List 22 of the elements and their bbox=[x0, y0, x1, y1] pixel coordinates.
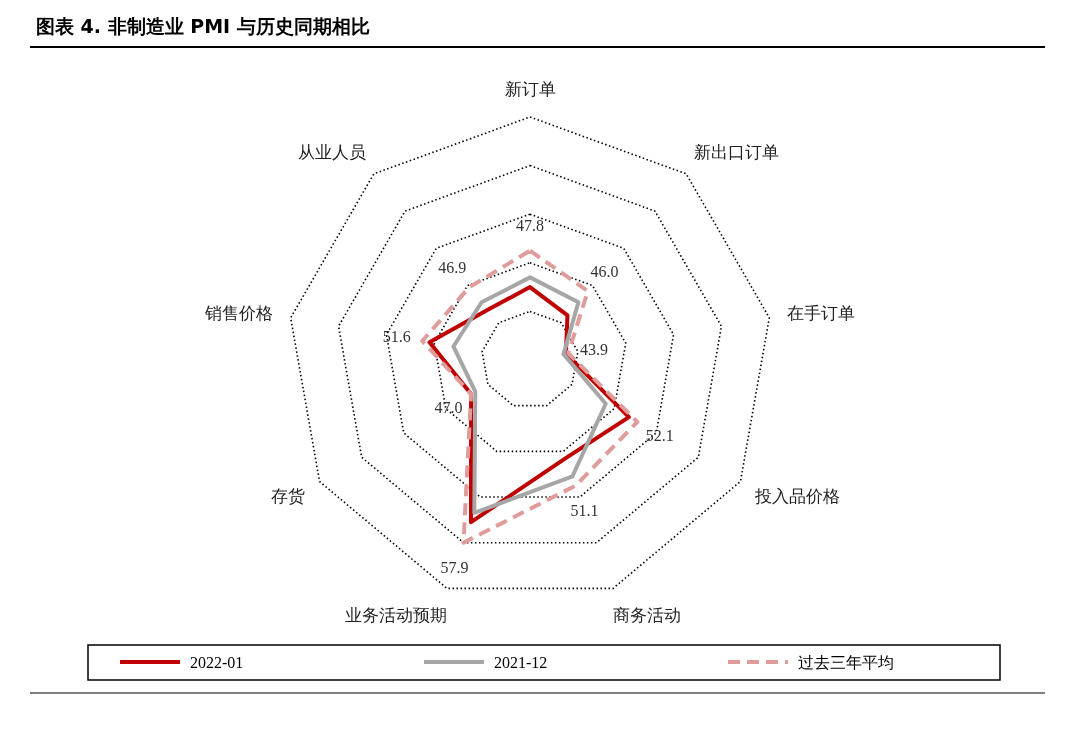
text: 51.1 bbox=[570, 502, 599, 520]
spoke-label: 业务活动预期 bbox=[345, 605, 448, 625]
text: 46.9 bbox=[438, 259, 467, 277]
spoke-label: 新出口订单 bbox=[694, 143, 780, 163]
legend-label: 2021-12 bbox=[494, 654, 548, 671]
spoke-label: 从业人员 bbox=[297, 143, 366, 163]
spoke-label: 销售价格 bbox=[204, 303, 274, 323]
spoke-label: 在手订单 bbox=[786, 303, 855, 323]
text: 52.1 bbox=[645, 426, 674, 444]
text: 47.8 bbox=[516, 216, 544, 234]
text: 47.0 bbox=[434, 399, 463, 417]
legend-label: 2022-01 bbox=[190, 654, 244, 671]
text: 57.9 bbox=[440, 559, 469, 577]
spoke-label: 新订单 bbox=[504, 80, 556, 99]
text: 51.6 bbox=[382, 328, 411, 346]
chart-title: 图表 4. 非制造业 PMI 与历史同期相比 bbox=[36, 15, 370, 37]
text: 43.9 bbox=[579, 340, 608, 358]
text: 46.0 bbox=[590, 263, 619, 281]
spoke-label: 商务活动 bbox=[612, 605, 681, 625]
legend-label: 过去三年平均 bbox=[798, 654, 894, 671]
spoke-label: 存货 bbox=[271, 486, 306, 506]
spoke-label: 投入品价格 bbox=[753, 486, 840, 506]
